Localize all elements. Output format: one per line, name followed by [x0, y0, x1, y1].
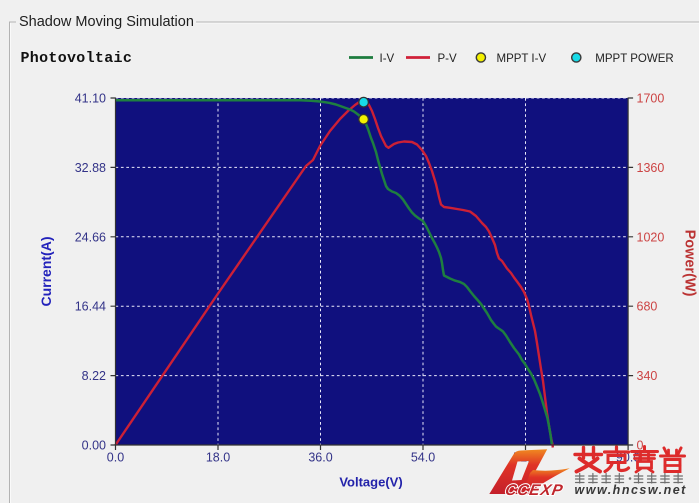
svg-text:41.10: 41.10: [75, 92, 106, 106]
svg-text:340: 340: [637, 369, 658, 383]
svg-text:Shadow Moving Simulation: Shadow Moving Simulation: [19, 14, 194, 30]
svg-text:16.44: 16.44: [75, 300, 106, 314]
svg-text:24.66: 24.66: [75, 230, 106, 244]
svg-text:P-V: P-V: [438, 53, 458, 65]
svg-text:1360: 1360: [637, 161, 665, 175]
svg-text:0.0: 0.0: [107, 451, 124, 465]
svg-text:Voltage(V): Voltage(V): [339, 475, 402, 490]
svg-text:36.0: 36.0: [308, 451, 332, 465]
svg-text:18.0: 18.0: [206, 451, 230, 465]
svg-text:8.22: 8.22: [82, 369, 106, 383]
svg-text:Current(A): Current(A): [38, 237, 54, 307]
svg-text:MPPT POWER: MPPT POWER: [595, 53, 673, 65]
svg-text:0.00: 0.00: [82, 439, 106, 453]
svg-text:I-V: I-V: [380, 53, 395, 65]
svg-text:54.0: 54.0: [411, 451, 435, 465]
svg-text:32.88: 32.88: [75, 161, 106, 175]
svg-text:1020: 1020: [637, 230, 665, 244]
svg-text:Power(W): Power(W): [682, 230, 698, 297]
svg-text:CCEXP: CCEXP: [504, 482, 565, 499]
svg-text:www.hncsw.net: www.hncsw.net: [575, 483, 687, 497]
svg-text:1700: 1700: [637, 92, 665, 106]
svg-text:Photovoltaic: Photovoltaic: [21, 50, 133, 67]
svg-text:0: 0: [637, 439, 644, 453]
svg-text:680: 680: [637, 300, 658, 314]
svg-text:MPPT I-V: MPPT I-V: [497, 53, 547, 65]
